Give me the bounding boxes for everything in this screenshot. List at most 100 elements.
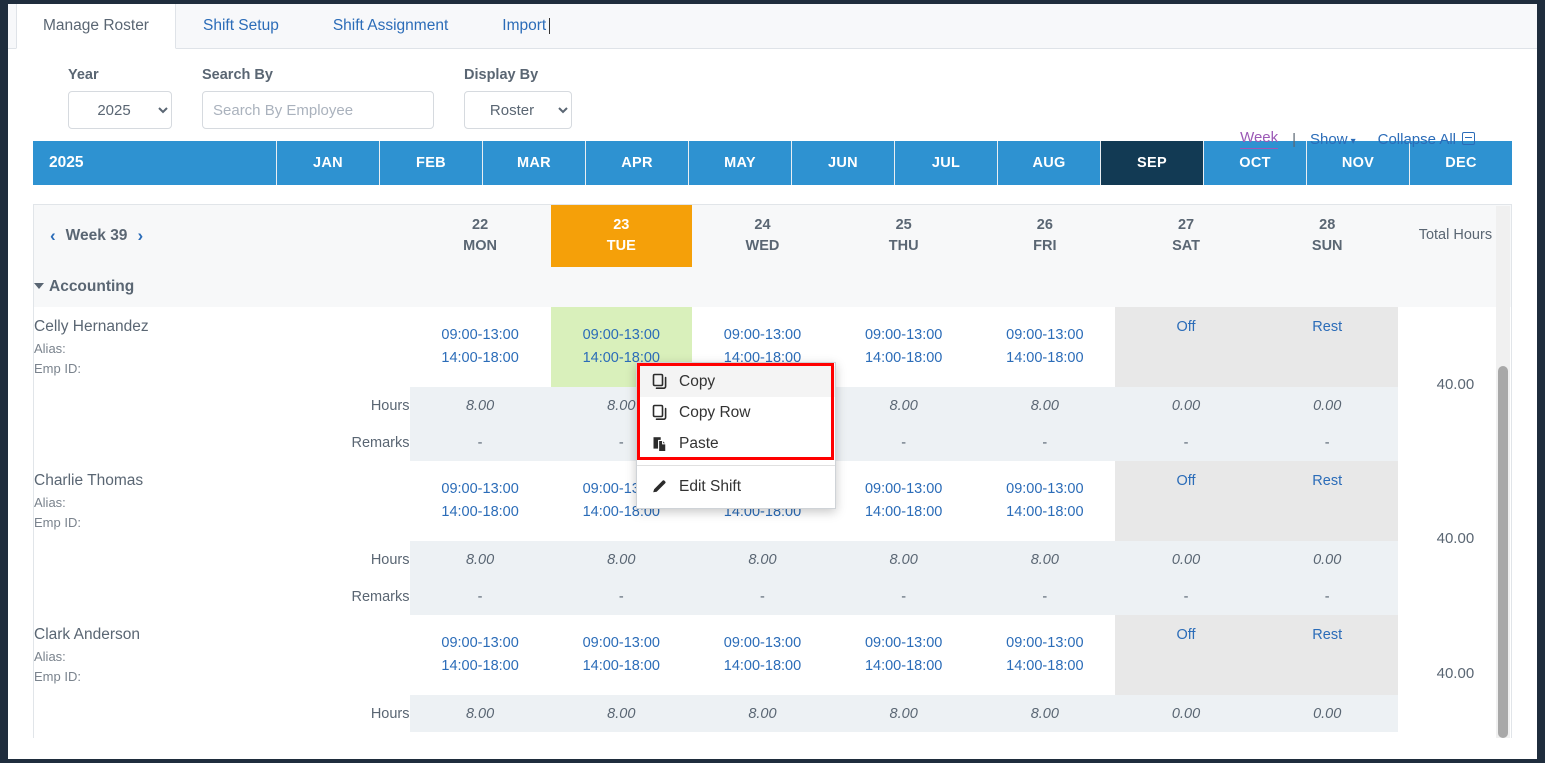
- context-menu-item-label: Paste: [679, 434, 719, 452]
- employee-alias: Alias:: [34, 494, 66, 510]
- remarks-value: -: [833, 424, 975, 461]
- search-input[interactable]: [202, 91, 434, 129]
- shift-cell[interactable]: 09:00-13:00 14:00-18:00: [550, 615, 692, 695]
- day-header-sat[interactable]: 27 SAT: [1115, 205, 1257, 267]
- year-label: Year: [68, 67, 99, 83]
- show-menu-link[interactable]: Show ▾: [1310, 131, 1356, 148]
- shift-cell[interactable]: 09:00-13:00 14:00-18:00: [833, 615, 975, 695]
- day-name: THU: [888, 238, 919, 254]
- month-jun[interactable]: JUN: [792, 141, 895, 185]
- shift-status: Off: [1176, 627, 1196, 643]
- day-name: MON: [463, 238, 498, 254]
- group-spacer: [1397, 267, 1511, 307]
- shift-time-1: 09:00-13:00: [1006, 480, 1084, 497]
- month-dec[interactable]: DEC: [1445, 155, 1477, 171]
- shift-cell-off[interactable]: Off: [1115, 615, 1257, 695]
- year-select[interactable]: 2025: [68, 91, 172, 129]
- remarks-row: Remarks - - - - - - -: [34, 578, 1511, 615]
- view-links: Week | Show ▾ Collapse All: [1240, 129, 1475, 149]
- tab-shift-assignment[interactable]: Shift Assignment: [306, 4, 475, 48]
- employee-empid: Emp ID:: [34, 669, 81, 684]
- group-spacer: [974, 267, 1116, 307]
- next-week-icon[interactable]: ›: [137, 226, 144, 245]
- remarks-value: -: [550, 578, 692, 615]
- context-menu-item-paste[interactable]: Paste: [637, 428, 835, 459]
- employee-total-hours: 40.00: [1397, 307, 1511, 461]
- collapse-minus-icon: [1462, 131, 1475, 145]
- employee-name: Celly Hernandez: [34, 317, 149, 335]
- shift-cell-rest[interactable]: Rest: [1256, 615, 1398, 695]
- shift-cell-off[interactable]: Off: [1115, 461, 1257, 541]
- day-header-sun[interactable]: 28 SUN: [1256, 205, 1398, 267]
- triangle-down-icon: [34, 283, 44, 289]
- month-jan[interactable]: JAN: [277, 141, 380, 185]
- remarks-value: -: [974, 578, 1116, 615]
- tab-shift-setup[interactable]: Shift Setup: [176, 4, 306, 48]
- shift-cell-off[interactable]: Off: [1115, 307, 1257, 387]
- month-oct[interactable]: OCT: [1204, 141, 1307, 185]
- shift-cell[interactable]: 09:00-13:00 14:00-18:00: [833, 461, 975, 541]
- context-menu-item-copy[interactable]: Copy: [637, 366, 835, 397]
- day-header-wed[interactable]: 24 WED: [691, 205, 834, 267]
- shift-cell[interactable]: 09:00-13:00 14:00-18:00: [974, 461, 1116, 541]
- day-number: 25: [895, 216, 912, 233]
- month-may[interactable]: MAY: [689, 141, 792, 185]
- grid-scrollbar[interactable]: [1496, 206, 1510, 738]
- shift-cell[interactable]: 09:00-13:00 14:00-18:00: [409, 615, 551, 695]
- remarks-value: -: [1115, 578, 1257, 615]
- month-aug[interactable]: AUG: [998, 141, 1101, 185]
- shift-cell-rest[interactable]: Rest: [1256, 461, 1398, 541]
- remarks-value: -: [1256, 578, 1398, 615]
- employee-empid: Emp ID:: [34, 515, 81, 530]
- hours-value: 0.00: [1256, 387, 1398, 424]
- shift-cell[interactable]: 09:00-13:00 14:00-18:00: [974, 615, 1116, 695]
- shift-cell-rest[interactable]: Rest: [1256, 307, 1398, 387]
- shift-time-2: 14:00-18:00: [864, 658, 943, 674]
- shift-status: Rest: [1312, 319, 1343, 335]
- remarks-value: -: [1115, 424, 1257, 461]
- shift-time-2: 14:00-18:00: [441, 504, 519, 520]
- month-feb[interactable]: FEB: [380, 141, 483, 185]
- group-toggle[interactable]: Accounting: [34, 267, 410, 307]
- shift-cell[interactable]: 09:00-13:00 14:00-18:00: [974, 307, 1116, 387]
- hours-value: 8.00: [691, 541, 834, 578]
- remarks-value: -: [833, 578, 975, 615]
- collapse-all-link[interactable]: Collapse All: [1378, 131, 1475, 148]
- day-header-mon[interactable]: 22 MON: [409, 205, 551, 267]
- shift-time-2: 14:00-18:00: [1006, 350, 1084, 366]
- shift-time-1: 09:00-13:00: [441, 480, 519, 497]
- employee-total-hours: 40.00: [1397, 615, 1511, 732]
- tab-import-label: Import: [502, 17, 551, 34]
- day-header-tue[interactable]: 23 TUE: [550, 205, 692, 267]
- day-name: SAT: [1172, 238, 1200, 254]
- shift-time-2: 14:00-18:00: [582, 658, 660, 674]
- display-select[interactable]: Roster: [464, 91, 572, 129]
- chevron-down-icon: ▾: [1350, 135, 1356, 147]
- day-name: WED: [745, 238, 780, 254]
- shift-cell[interactable]: 09:00-13:00 14:00-18:00: [409, 461, 551, 541]
- tab-manage-roster[interactable]: Manage Roster: [16, 4, 176, 49]
- group-spacer: [409, 267, 551, 307]
- day-header-thu[interactable]: 25 THU: [833, 205, 975, 267]
- grid-scrollbar-thumb[interactable]: [1498, 366, 1508, 738]
- prev-week-icon[interactable]: ‹: [50, 226, 56, 245]
- context-menu-item-edit-shift[interactable]: Edit Shift: [637, 471, 835, 502]
- shift-cell[interactable]: 09:00-13:00 14:00-18:00: [691, 615, 834, 695]
- group-spacer: [833, 267, 975, 307]
- shift-cell[interactable]: 09:00-13:00 14:00-18:00: [833, 307, 975, 387]
- month-sep[interactable]: SEP: [1101, 141, 1204, 185]
- shift-time-1: 09:00-13:00: [582, 634, 660, 651]
- month-nov[interactable]: NOV: [1307, 141, 1410, 185]
- month-jul[interactable]: JUL: [895, 141, 998, 185]
- shift-cell[interactable]: 09:00-13:00 14:00-18:00: [409, 307, 551, 387]
- search-label: Search By: [202, 67, 273, 83]
- day-header-fri[interactable]: 26 FRI: [974, 205, 1116, 267]
- week-view-link[interactable]: Week: [1240, 129, 1279, 149]
- hours-value: 8.00: [550, 541, 692, 578]
- month-apr[interactable]: APR: [586, 141, 689, 185]
- hours-value: 0.00: [1256, 695, 1398, 732]
- month-mar[interactable]: MAR: [483, 141, 586, 185]
- hours-value: 8.00: [550, 695, 692, 732]
- tab-import[interactable]: Import: [475, 4, 573, 48]
- context-menu-item-copy-row[interactable]: Copy Row: [637, 397, 835, 428]
